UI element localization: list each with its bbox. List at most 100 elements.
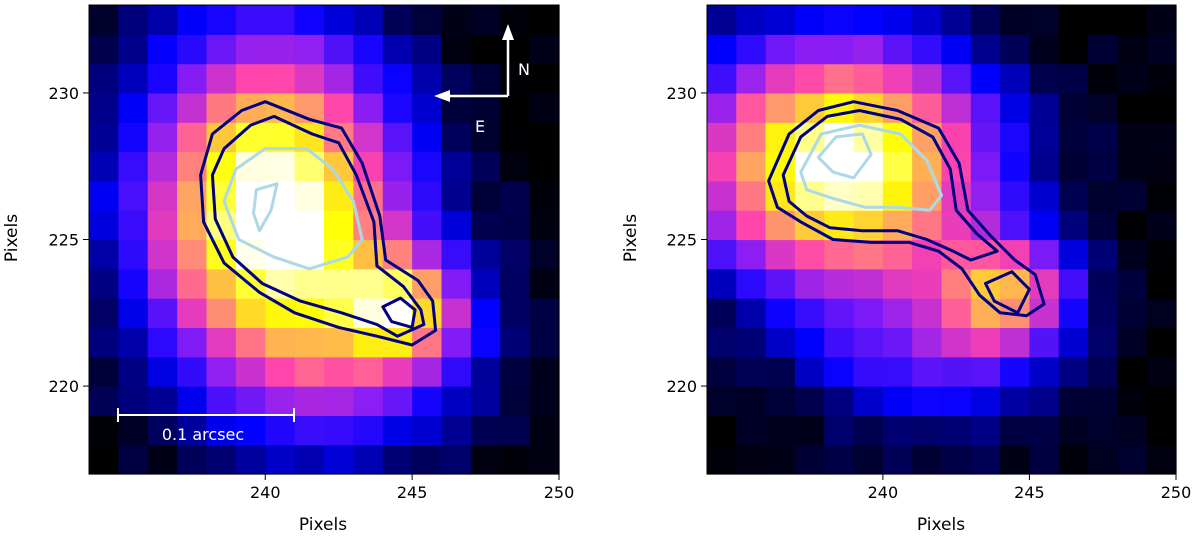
heatmap-cell bbox=[794, 63, 825, 94]
heatmap-cell bbox=[89, 122, 119, 153]
heatmap-cell bbox=[1058, 298, 1089, 329]
y-tick-label: 220 bbox=[666, 377, 697, 396]
heatmap-cell bbox=[382, 151, 413, 182]
heatmap-cell bbox=[89, 268, 119, 299]
heatmap-cell bbox=[765, 5, 796, 35]
heatmap-cell bbox=[707, 327, 737, 358]
contour-line bbox=[984, 270, 1031, 315]
heatmap-cell bbox=[294, 180, 325, 211]
heatmap-cell bbox=[177, 386, 208, 416]
heatmap-cell bbox=[882, 386, 913, 416]
heatmap-cell bbox=[707, 386, 737, 416]
heatmap-cell bbox=[353, 356, 384, 387]
left-panel: 240 245 250 220 225 230 N E 0.1 arcsec Pixels… bbox=[2, 4, 574, 535]
heatmap-cell bbox=[147, 298, 178, 329]
heatmap-cell bbox=[1088, 151, 1118, 182]
heatmap-cell bbox=[912, 356, 943, 387]
heatmap-cell bbox=[794, 5, 825, 35]
heatmap-cell bbox=[765, 92, 796, 123]
heatmap-cell bbox=[794, 210, 825, 241]
heatmap-cell bbox=[1117, 34, 1148, 65]
heatmap-cell bbox=[118, 210, 149, 241]
heatmap-cell bbox=[89, 151, 119, 182]
heatmap-cell bbox=[707, 298, 737, 329]
heatmap-cell bbox=[89, 386, 119, 416]
y-axis-label: Pixels bbox=[2, 214, 22, 262]
heatmap-cell bbox=[529, 63, 560, 94]
heatmap-cell bbox=[1146, 180, 1177, 211]
heatmap-cell bbox=[500, 298, 531, 329]
heatmap-cell bbox=[882, 34, 913, 65]
heatmap-cell bbox=[1029, 92, 1060, 123]
heatmap-cell bbox=[412, 356, 443, 387]
heatmap-cell bbox=[265, 210, 296, 241]
heatmap-cell bbox=[1029, 180, 1060, 211]
heatmap-cell bbox=[1058, 268, 1089, 299]
heatmap-cell bbox=[736, 34, 767, 65]
heatmap-cell bbox=[441, 151, 472, 182]
heatmap-cell bbox=[736, 5, 767, 35]
heatmap-cell bbox=[147, 63, 178, 94]
heatmap-cell bbox=[765, 327, 796, 358]
heatmap-cell bbox=[441, 386, 472, 416]
heatmap-cell bbox=[89, 415, 119, 446]
heatmap-cell bbox=[118, 34, 149, 65]
heatmap-cell bbox=[1117, 92, 1148, 123]
heatmap-cell bbox=[177, 34, 208, 65]
heatmap-cell bbox=[382, 5, 413, 35]
heatmap-cell bbox=[736, 327, 767, 358]
heatmap-cell bbox=[1058, 180, 1089, 211]
heatmap-cell bbox=[529, 180, 560, 211]
heatmap-cell bbox=[294, 386, 325, 416]
heatmap-cell bbox=[1088, 210, 1118, 241]
heatmap-cell bbox=[1117, 180, 1148, 211]
heatmap-cell bbox=[1146, 356, 1177, 387]
contour-line bbox=[767, 100, 1046, 318]
heatmap-cell bbox=[177, 63, 208, 94]
heatmap-cell bbox=[441, 239, 472, 270]
heatmap-cell bbox=[294, 34, 325, 65]
heatmap-cell bbox=[912, 151, 943, 182]
heatmap-cell bbox=[412, 239, 443, 270]
heatmap-cell bbox=[970, 63, 1001, 94]
heatmap-cell bbox=[970, 210, 1001, 241]
heatmap-cell bbox=[206, 356, 237, 387]
heatmap-cell bbox=[1088, 5, 1118, 35]
heatmap-cell bbox=[707, 34, 737, 65]
heatmap-cell bbox=[707, 92, 737, 123]
heatmap-cell bbox=[324, 327, 354, 358]
heatmap-cell bbox=[1117, 386, 1148, 416]
heatmap-cell bbox=[382, 34, 413, 65]
heatmap-cell bbox=[970, 34, 1001, 65]
heatmap-cell bbox=[529, 239, 560, 270]
heatmap-cell bbox=[353, 298, 384, 329]
heatmap-cell bbox=[147, 444, 178, 475]
heatmap-cell bbox=[1117, 444, 1148, 475]
heatmap-cell bbox=[529, 298, 560, 329]
heatmap-cell bbox=[1000, 327, 1031, 358]
heatmap-cell bbox=[1146, 327, 1177, 358]
heatmap-cell bbox=[265, 298, 296, 329]
heatmap-cell bbox=[882, 268, 913, 299]
heatmap-cell bbox=[736, 268, 767, 299]
heatmap-cell bbox=[118, 151, 149, 182]
heatmap-cell bbox=[882, 298, 913, 329]
heatmap-cell bbox=[1058, 34, 1089, 65]
heatmap-cell bbox=[1000, 356, 1031, 387]
heatmap-cell bbox=[441, 356, 472, 387]
heatmap-cell bbox=[177, 122, 208, 153]
heatmap-cell bbox=[500, 63, 531, 94]
heatmap-cell bbox=[118, 63, 149, 94]
heatmap-cell bbox=[970, 327, 1001, 358]
heatmap-cell bbox=[294, 444, 325, 475]
heatmap-cell bbox=[794, 356, 825, 387]
heatmap-cell bbox=[353, 386, 384, 416]
heatmap-cell bbox=[353, 63, 384, 94]
heatmap-cell bbox=[147, 327, 178, 358]
heatmap-cell bbox=[89, 92, 119, 123]
heatmap-cell bbox=[970, 180, 1001, 211]
heatmap-cell bbox=[1029, 386, 1060, 416]
heatmap-cells bbox=[707, 5, 1177, 475]
heatmap-cell bbox=[353, 444, 384, 475]
heatmap-cell bbox=[1000, 151, 1031, 182]
